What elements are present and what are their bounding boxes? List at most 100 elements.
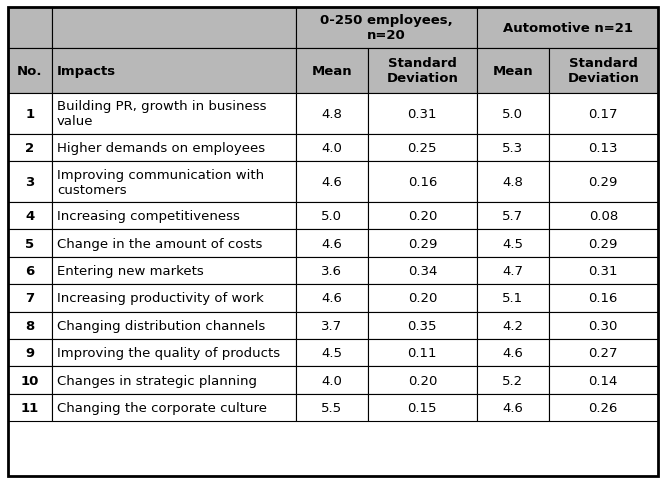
Bar (549, 366, 658, 394)
Bar (549, 94, 658, 135)
Text: 4.7: 4.7 (502, 264, 523, 277)
Text: 0.16: 0.16 (408, 176, 437, 189)
Text: 4.5: 4.5 (502, 237, 523, 250)
Bar (477, 94, 549, 135)
Text: No.: No. (17, 65, 43, 78)
Bar (8, 162, 52, 202)
Text: Improving communication with
customers: Improving communication with customers (57, 168, 264, 196)
Bar (52, 339, 296, 366)
Text: Improving the quality of products: Improving the quality of products (57, 347, 280, 360)
Text: 8: 8 (25, 319, 35, 332)
Bar (477, 162, 549, 202)
Bar (477, 8, 658, 48)
Text: 10: 10 (21, 374, 39, 387)
Bar (52, 202, 296, 230)
Bar (368, 94, 477, 135)
Text: 3: 3 (25, 176, 35, 189)
Bar (549, 257, 658, 285)
Text: 5.2: 5.2 (502, 374, 523, 387)
Text: 4.0: 4.0 (322, 374, 342, 387)
Bar (8, 257, 52, 285)
Text: 0.14: 0.14 (589, 374, 618, 387)
Bar (296, 8, 477, 48)
Bar (296, 366, 368, 394)
Bar (368, 285, 477, 312)
Text: 0.30: 0.30 (589, 319, 618, 332)
Bar (549, 312, 658, 339)
Bar (549, 135, 658, 162)
Bar (52, 366, 296, 394)
Text: 11: 11 (21, 401, 39, 414)
Bar (368, 48, 477, 94)
Text: Increasing productivity of work: Increasing productivity of work (57, 292, 264, 305)
Bar (296, 135, 368, 162)
Text: 4: 4 (25, 210, 35, 223)
Text: 5: 5 (25, 237, 35, 250)
Text: 0.20: 0.20 (408, 374, 437, 387)
Text: Building PR, growth in business
value: Building PR, growth in business value (57, 100, 266, 128)
Text: Entering new markets: Entering new markets (57, 264, 204, 277)
Bar (549, 285, 658, 312)
Text: 7: 7 (25, 292, 35, 305)
Bar (477, 48, 549, 94)
Text: 0.27: 0.27 (589, 347, 618, 360)
Bar (368, 394, 477, 421)
Text: Mean: Mean (312, 65, 352, 78)
Bar (368, 257, 477, 285)
Bar (52, 162, 296, 202)
Bar (368, 339, 477, 366)
Text: 0.26: 0.26 (589, 401, 618, 414)
Bar (296, 94, 368, 135)
Text: 3.6: 3.6 (322, 264, 342, 277)
Text: 0.20: 0.20 (408, 292, 437, 305)
Text: 5.1: 5.1 (502, 292, 523, 305)
Text: 0.35: 0.35 (408, 319, 437, 332)
Bar (8, 202, 52, 230)
Bar (52, 257, 296, 285)
Bar (8, 339, 52, 366)
Text: 5.5: 5.5 (321, 401, 342, 414)
Bar (8, 8, 52, 48)
Bar (549, 162, 658, 202)
Text: 4.0: 4.0 (322, 142, 342, 155)
Bar (296, 257, 368, 285)
Text: 0.20: 0.20 (408, 210, 437, 223)
Text: 2: 2 (25, 142, 35, 155)
Text: 0.15: 0.15 (408, 401, 437, 414)
Bar (8, 285, 52, 312)
Bar (368, 202, 477, 230)
Bar (368, 230, 477, 257)
Bar (8, 230, 52, 257)
Bar (477, 285, 549, 312)
Bar (549, 230, 658, 257)
Text: 3.7: 3.7 (321, 319, 342, 332)
Text: 0.13: 0.13 (589, 142, 618, 155)
Text: 9: 9 (25, 347, 35, 360)
Text: Mean: Mean (492, 65, 533, 78)
Bar (52, 312, 296, 339)
Bar (477, 339, 549, 366)
Bar (368, 366, 477, 394)
Text: 5.0: 5.0 (502, 108, 523, 121)
Text: 6: 6 (25, 264, 35, 277)
Bar (296, 48, 368, 94)
Text: 0.29: 0.29 (589, 237, 618, 250)
Bar (477, 366, 549, 394)
Text: Automotive n=21: Automotive n=21 (503, 22, 633, 35)
Text: 4.2: 4.2 (502, 319, 523, 332)
Bar (296, 162, 368, 202)
Text: 0-250 employees,
n=20: 0-250 employees, n=20 (320, 15, 453, 42)
Bar (52, 94, 296, 135)
Bar (52, 135, 296, 162)
Bar (8, 94, 52, 135)
Text: 4.8: 4.8 (322, 108, 342, 121)
Bar (296, 202, 368, 230)
Text: Impacts: Impacts (57, 65, 116, 78)
Text: 4.6: 4.6 (502, 347, 523, 360)
Text: 4.6: 4.6 (322, 292, 342, 305)
Bar (296, 394, 368, 421)
Text: 0.11: 0.11 (408, 347, 437, 360)
Bar (296, 285, 368, 312)
Bar (52, 230, 296, 257)
Bar (8, 135, 52, 162)
